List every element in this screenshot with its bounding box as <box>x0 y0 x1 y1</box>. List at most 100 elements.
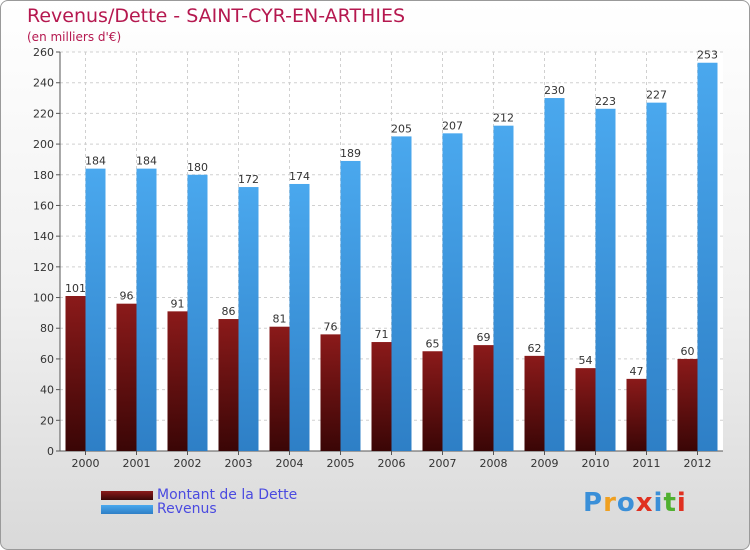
bar-revenue <box>493 125 514 452</box>
bar-debt <box>422 351 443 451</box>
data-label: 189 <box>340 147 361 160</box>
bar-revenue <box>340 160 361 451</box>
data-label: 86 <box>222 305 236 318</box>
data-label: 54 <box>579 354 593 367</box>
x-tick-label: 2009 <box>531 457 559 470</box>
y-tick-label: 260 <box>33 46 54 59</box>
data-label: 101 <box>65 282 86 295</box>
y-tick-label: 40 <box>40 384 54 397</box>
data-label: 91 <box>171 297 185 310</box>
legend-item-debt: Montant de la Dette <box>101 487 298 503</box>
proxiti-logo: Proxiti <box>583 488 687 518</box>
y-tick-label: 20 <box>40 414 54 427</box>
bar-revenue <box>544 98 565 452</box>
bar-debt <box>269 326 290 451</box>
data-labels: 101 184 96 184 91 180 86 172 81 174 76 189 71 205 65 20… <box>65 49 718 378</box>
data-label: 207 <box>442 119 463 132</box>
logo-letter: r <box>603 488 617 518</box>
data-label: 65 <box>426 337 440 350</box>
chart-title: Revenus/Dette - SAINT-CYR-EN-ARTHIES <box>27 5 406 27</box>
y-tick-label: 60 <box>40 353 54 366</box>
logo-letter: i <box>653 488 664 518</box>
bar-revenue <box>289 183 310 451</box>
bar-debt <box>524 355 545 451</box>
legend-swatch-revenue <box>101 504 153 514</box>
data-label: 172 <box>238 173 259 186</box>
data-label: 230 <box>544 84 565 97</box>
bar-revenue <box>442 133 463 452</box>
y-tick-label: 220 <box>33 107 54 120</box>
bar-revenue <box>238 187 259 452</box>
data-label: 227 <box>646 89 667 102</box>
y-tick-label: 0 <box>47 445 54 458</box>
logo-letter: x <box>635 488 654 518</box>
x-tick-label: 2012 <box>684 457 712 470</box>
data-label: 184 <box>85 155 106 168</box>
x-tick-label: 2006 <box>378 457 406 470</box>
y-tick-label: 160 <box>33 199 54 212</box>
x-tick-label: 2003 <box>225 457 253 470</box>
bar-debt <box>473 345 494 451</box>
y-tick-label: 180 <box>33 169 54 182</box>
x-tick-label: 2005 <box>327 457 355 470</box>
data-label: 223 <box>595 95 616 108</box>
logo-letter: i <box>676 488 687 518</box>
x-tick-label: 2001 <box>123 457 151 470</box>
x-tick-label: 2004 <box>276 457 304 470</box>
data-label: 76 <box>324 320 338 333</box>
bar-revenue <box>697 62 718 451</box>
data-label: 69 <box>477 331 491 344</box>
logo-letter: o <box>616 488 636 518</box>
axes: 0 20 40 60 80 100 120 140 160 180 200 220 240 260 2000… <box>33 46 723 470</box>
data-label: 71 <box>375 328 389 341</box>
data-label: 96 <box>120 290 134 303</box>
data-label: 174 <box>289 170 310 183</box>
legend-label-debt: Montant de la Dette <box>157 487 298 503</box>
y-tick-label: 80 <box>40 322 54 335</box>
data-label: 212 <box>493 112 514 125</box>
bar-debt <box>677 358 698 451</box>
bar-debt <box>116 303 137 451</box>
bar-debt <box>218 319 239 451</box>
data-label: 184 <box>136 155 157 168</box>
data-label: 180 <box>187 161 208 174</box>
x-tick-label: 2007 <box>429 457 457 470</box>
logo-letter: t <box>663 488 677 518</box>
legend-label-revenue: Revenus <box>157 501 217 517</box>
y-tick-label: 140 <box>33 230 54 243</box>
y-tick-label: 200 <box>33 138 54 151</box>
data-label: 205 <box>391 122 412 135</box>
bar-debt <box>167 311 188 451</box>
y-tick-label: 100 <box>33 292 54 305</box>
bars <box>65 62 718 452</box>
bar-revenue <box>187 174 208 451</box>
data-label: 62 <box>528 342 542 355</box>
data-label: 60 <box>681 345 695 358</box>
logo-letter: P <box>583 488 604 518</box>
data-label: 81 <box>273 313 287 326</box>
bar-revenue <box>646 102 667 452</box>
x-tick-label: 2008 <box>480 457 508 470</box>
bar-debt <box>371 342 392 451</box>
bar-revenue <box>595 108 616 452</box>
x-tick-label: 2002 <box>174 457 202 470</box>
y-tick-label: 240 <box>33 77 54 90</box>
bar-debt <box>626 378 647 451</box>
chart-subtitle: (en milliers d'€) <box>27 30 122 44</box>
y-tick-label: 120 <box>33 261 54 274</box>
data-label: 47 <box>630 365 644 378</box>
data-label: 253 <box>697 49 718 62</box>
bar-debt <box>320 334 341 451</box>
x-tick-label: 2011 <box>633 457 661 470</box>
bar-revenue <box>85 168 106 451</box>
x-tick-label: 2010 <box>582 457 610 470</box>
legend-item-revenue: Revenus <box>101 501 217 517</box>
bar-revenue <box>136 168 157 451</box>
x-tick-label: 2000 <box>72 457 100 470</box>
legend-swatch-debt <box>101 490 153 500</box>
bar-revenue <box>391 136 412 451</box>
bar-debt <box>65 296 86 451</box>
bar-debt <box>575 368 596 451</box>
